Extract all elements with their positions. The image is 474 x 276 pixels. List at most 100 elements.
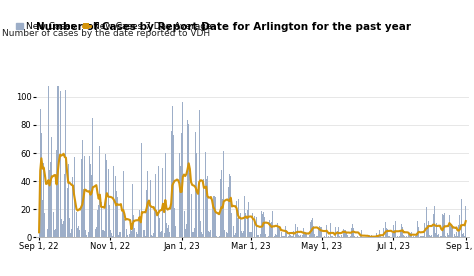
Bar (434, 206, 435, 237)
Bar (68, 164, 69, 237)
Bar (459, 215, 460, 237)
Bar (321, 227, 322, 237)
Bar (55, 229, 56, 237)
Bar (402, 227, 403, 237)
Bar (428, 221, 429, 237)
Bar (345, 230, 346, 237)
Bar (210, 230, 211, 237)
Bar (140, 220, 141, 237)
Bar (62, 224, 63, 237)
Bar (383, 228, 384, 237)
Bar (458, 225, 459, 237)
Bar (106, 160, 107, 237)
Bar (185, 229, 186, 237)
Bar (313, 226, 314, 237)
Bar (388, 235, 389, 237)
Bar (86, 235, 88, 237)
Bar (194, 228, 195, 237)
Bar (151, 235, 152, 237)
Bar (195, 132, 196, 237)
Bar (133, 215, 134, 237)
Bar (329, 223, 331, 237)
Bar (95, 229, 96, 237)
Bar (139, 210, 140, 237)
Bar (426, 206, 427, 237)
Bar (231, 213, 232, 237)
Bar (303, 228, 304, 237)
Bar (60, 91, 61, 237)
Bar (457, 236, 458, 237)
Bar (215, 197, 216, 237)
Bar (278, 226, 279, 237)
Bar (202, 234, 203, 237)
Bar (436, 223, 437, 237)
Bar (269, 220, 270, 237)
Bar (183, 211, 184, 237)
Bar (265, 234, 266, 237)
Bar (153, 233, 154, 237)
Bar (188, 124, 189, 237)
Bar (160, 232, 161, 237)
Legend: New Cases, New Cases 7 Day Average: New Cases, New Cases 7 Day Average (16, 22, 211, 31)
Bar (57, 86, 58, 237)
Bar (143, 230, 144, 237)
Bar (318, 228, 319, 237)
Bar (53, 212, 54, 237)
Bar (61, 219, 62, 237)
Bar (50, 162, 51, 237)
Bar (356, 236, 357, 237)
Bar (64, 174, 65, 237)
Bar (464, 236, 465, 237)
Bar (145, 236, 146, 237)
Bar (49, 170, 50, 237)
Bar (187, 120, 188, 237)
Bar (89, 156, 90, 237)
Bar (339, 236, 340, 237)
Bar (51, 137, 53, 237)
Bar (126, 229, 127, 237)
Bar (58, 86, 59, 237)
Bar (261, 211, 262, 237)
Bar (84, 156, 85, 237)
Bar (258, 235, 259, 237)
Bar (450, 224, 451, 237)
Bar (141, 143, 142, 237)
Bar (454, 234, 455, 237)
Bar (344, 230, 345, 237)
Bar (296, 234, 297, 237)
Bar (172, 106, 173, 237)
Bar (220, 179, 221, 237)
Bar (317, 236, 318, 237)
Bar (343, 229, 344, 237)
Bar (167, 228, 168, 237)
Bar (182, 102, 183, 237)
Bar (250, 232, 251, 237)
Bar (248, 201, 249, 237)
Bar (257, 235, 258, 237)
Bar (324, 236, 325, 237)
Bar (328, 236, 329, 237)
Bar (132, 184, 133, 237)
Bar (361, 230, 362, 237)
Bar (243, 231, 244, 237)
Bar (191, 232, 193, 237)
Bar (206, 179, 207, 237)
Bar (244, 196, 246, 237)
Bar (198, 187, 199, 237)
Bar (387, 229, 388, 237)
Bar (179, 153, 180, 237)
Bar (378, 236, 379, 237)
Bar (338, 227, 339, 237)
Bar (369, 235, 370, 237)
Bar (406, 236, 407, 237)
Bar (159, 218, 160, 237)
Bar (41, 134, 42, 237)
Bar (403, 235, 404, 237)
Bar (431, 235, 432, 237)
Bar (320, 227, 321, 237)
Bar (193, 232, 194, 237)
Bar (399, 236, 400, 237)
Bar (63, 221, 64, 237)
Bar (360, 235, 361, 237)
Bar (456, 232, 457, 237)
